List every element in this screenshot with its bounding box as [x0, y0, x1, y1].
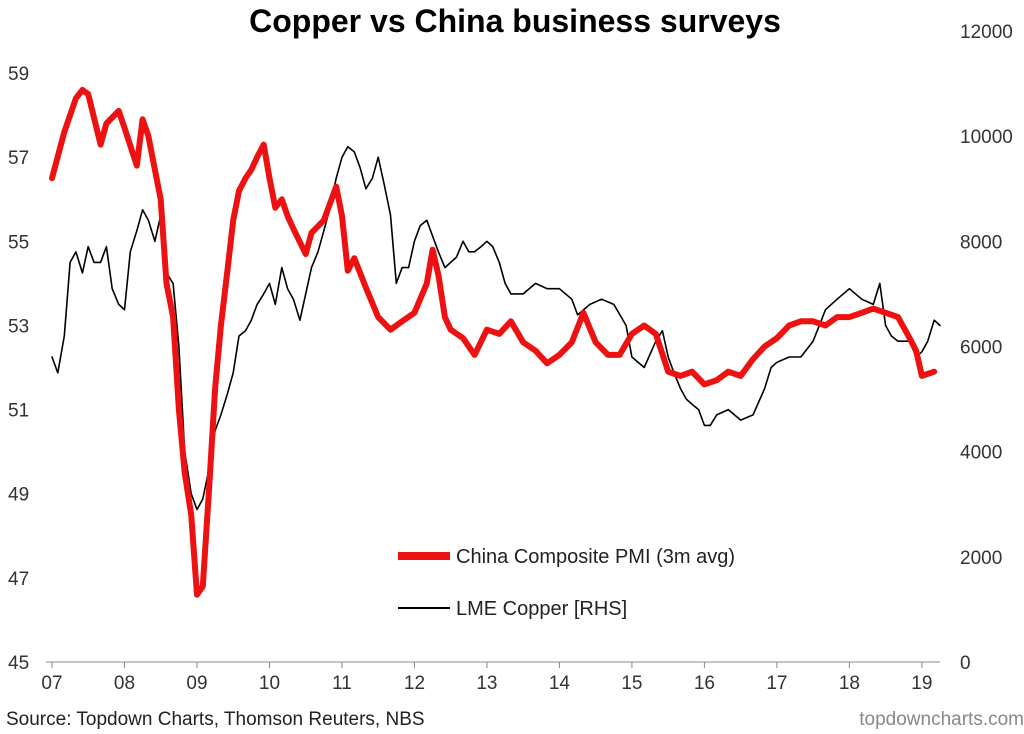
x-tick-label: 15 [621, 673, 642, 694]
y-left-tick-label: 55 [8, 232, 29, 253]
y-left-tick-label: 53 [8, 316, 29, 337]
y-left-tick-label: 51 [8, 401, 29, 422]
series-line-china-pmi [49, 86, 938, 598]
y-left-tick-label: 49 [8, 485, 29, 506]
y-right-tick-label: 2000 [960, 548, 1002, 569]
y-right-tick-label: 0 [960, 653, 971, 674]
watermark: topdowncharts.com [859, 709, 1024, 730]
y-right-tick-label: 4000 [960, 443, 1002, 464]
x-tick-label: 17 [766, 673, 787, 694]
y-left-tick-label: 45 [8, 653, 29, 674]
legend-label-pmi: China Composite PMI (3m avg) [456, 546, 735, 568]
x-tick-label: 14 [549, 673, 571, 694]
y-right-tick-label: 6000 [960, 338, 1002, 359]
y-right-tick-label: 8000 [960, 232, 1002, 253]
y-right-tick-label: 12000 [960, 22, 1013, 43]
series-layer [49, 86, 941, 598]
source-note: Source: Topdown Charts, Thomson Reuters,… [6, 709, 425, 730]
x-tick-label: 13 [476, 673, 497, 694]
x-tick-label: 18 [839, 673, 860, 694]
y-right-tick-label: 10000 [960, 127, 1013, 148]
chart-title: Copper vs China business surveys [249, 3, 781, 39]
x-tick-label: 10 [259, 673, 280, 694]
series-line-lme-copper [51, 145, 941, 511]
x-tick-label: 08 [114, 673, 135, 694]
x-tick-label: 11 [332, 673, 352, 694]
x-tick-label: 09 [186, 673, 207, 694]
legend: China Composite PMI (3m avg) LME Copper … [398, 546, 735, 620]
x-tick-label: 19 [911, 673, 932, 694]
y-left-tick-label: 59 [8, 64, 29, 85]
x-tick-label: 07 [41, 673, 62, 694]
y-left-tick-label: 57 [8, 148, 29, 169]
legend-label-copper: LME Copper [RHS] [456, 598, 627, 620]
y-left-tick-label: 47 [8, 569, 29, 590]
axes: 07 08 09 10 11 12 13 14 15 16 17 18 19 45 47 49 51 53 55 57… [8, 22, 1013, 694]
x-tick-label: 16 [694, 673, 715, 694]
x-tick-label: 12 [404, 673, 425, 694]
